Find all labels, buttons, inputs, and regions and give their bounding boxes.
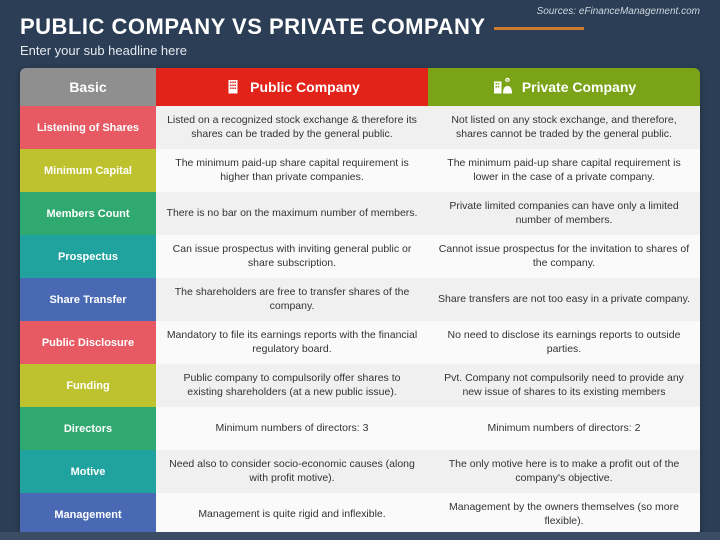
cell-private: The only motive here is to make a profit… (428, 450, 700, 493)
cell-private: Cannot issue prospectus for the invitati… (428, 235, 700, 278)
header-public-label: Public Company (250, 79, 360, 95)
header-private-label: Private Company (522, 79, 636, 95)
cell-public: There is no bar on the maximum number of… (156, 192, 428, 235)
row-label: Listening of Shares (20, 106, 156, 149)
cell-public: Public company to compulsorily offer sha… (156, 364, 428, 407)
row-label: Public Disclosure (20, 321, 156, 364)
row-label: Directors (20, 407, 156, 450)
source-attribution: Sources: eFinanceManagement.com (537, 6, 700, 17)
cell-private: Management by the owners themselves (so … (428, 493, 700, 536)
table-row: Minimum CapitalThe minimum paid-up share… (20, 149, 700, 192)
cell-private: Pvt. Company not compulsorily need to pr… (428, 364, 700, 407)
cell-public: Management is quite rigid and inflexible… (156, 493, 428, 536)
table-row: DirectorsMinimum numbers of directors: 3… (20, 407, 700, 450)
cell-private: Private limited companies can have only … (428, 192, 700, 235)
page-subtitle: Enter your sub headline here (20, 43, 700, 58)
cell-private: Not listed on any stock exchange, and th… (428, 106, 700, 149)
cell-public: Need also to consider socio-economic cau… (156, 450, 428, 493)
table-row: FundingPublic company to compulsorily of… (20, 364, 700, 407)
header-public: Public Company (156, 68, 428, 106)
table-row: ManagementManagement is quite rigid and … (20, 493, 700, 536)
row-label: Share Transfer (20, 278, 156, 321)
cell-public: Mandatory to file its earnings reports w… (156, 321, 428, 364)
cell-private: Share transfers are not too easy in a pr… (428, 278, 700, 321)
cell-private: No need to disclose its earnings reports… (428, 321, 700, 364)
table-row: Public DisclosureMandatory to file its e… (20, 321, 700, 364)
cell-private: The minimum paid-up share capital requir… (428, 149, 700, 192)
cell-public: Listed on a recognized stock exchange & … (156, 106, 428, 149)
header-basic-label: Basic (69, 79, 106, 95)
row-label: Minimum Capital (20, 149, 156, 192)
header-private: $ Private Company (428, 68, 700, 106)
building-person-icon: $ (492, 77, 514, 98)
cell-private: Minimum numbers of directors: 2 (428, 407, 700, 450)
building-icon (224, 77, 242, 98)
comparison-table: Basic Public Company $ Private Company (20, 68, 700, 536)
row-label: Funding (20, 364, 156, 407)
cell-public: The minimum paid-up share capital requir… (156, 149, 428, 192)
footer-bar (0, 532, 720, 540)
table-row: ProspectusCan issue prospectus with invi… (20, 235, 700, 278)
cell-public: The shareholders are free to transfer sh… (156, 278, 428, 321)
table-row: Share TransferThe shareholders are free … (20, 278, 700, 321)
page-title: PUBLIC COMPANY VS PRIVATE COMPANY (20, 14, 700, 40)
table-row: MotiveNeed also to consider socio-econom… (20, 450, 700, 493)
row-label: Prospectus (20, 235, 156, 278)
title-accent-line (494, 27, 584, 30)
table-row: Members CountThere is no bar on the maxi… (20, 192, 700, 235)
row-label: Motive (20, 450, 156, 493)
table-row: Listening of SharesListed on a recognize… (20, 106, 700, 149)
header-basic: Basic (20, 68, 156, 106)
title-text: PUBLIC COMPANY VS PRIVATE COMPANY (20, 14, 485, 39)
cell-public: Can issue prospectus with inviting gener… (156, 235, 428, 278)
cell-public: Minimum numbers of directors: 3 (156, 407, 428, 450)
row-label: Members Count (20, 192, 156, 235)
row-label: Management (20, 493, 156, 536)
